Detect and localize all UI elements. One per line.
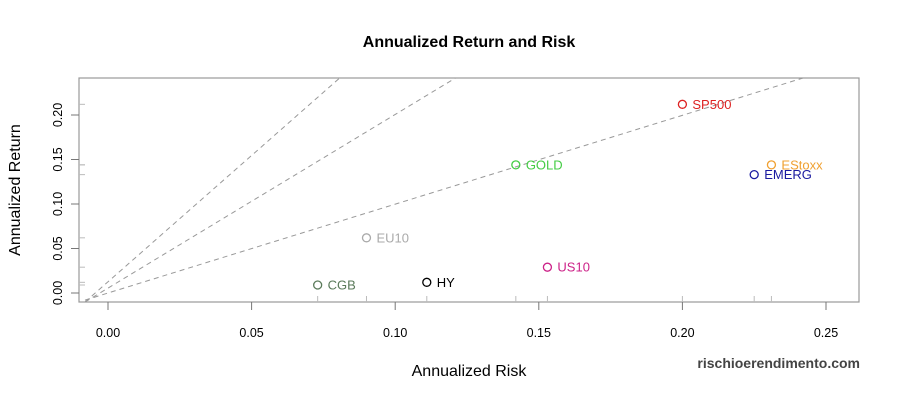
x-tick-label: 0.25 bbox=[814, 326, 838, 340]
y-axis: 0.00 0.05 0.10 0.15 0.20 bbox=[51, 103, 79, 305]
x-tick-label: 0.15 bbox=[527, 326, 551, 340]
reference-line bbox=[84, 77, 341, 303]
x-tick-label: 0.00 bbox=[96, 326, 120, 340]
point-marker bbox=[361, 233, 372, 243]
y-tick-label: 0.00 bbox=[51, 281, 65, 305]
x-tick-label: 0.05 bbox=[239, 326, 263, 340]
point-label: GOLD bbox=[526, 157, 563, 172]
point-marker bbox=[542, 262, 553, 272]
point-label: EU10 bbox=[376, 230, 409, 245]
reference-line bbox=[84, 77, 456, 303]
point-label: EStoxx bbox=[781, 157, 823, 172]
point-marker bbox=[677, 99, 688, 109]
data-point-us10: US10 bbox=[542, 260, 590, 275]
data-point-cgb: CGB bbox=[313, 277, 356, 292]
y-tick-label: 0.10 bbox=[51, 192, 65, 216]
point-marker bbox=[422, 277, 432, 287]
x-axis: 0.00 0.05 0.10 0.15 0.20 0.25 bbox=[96, 302, 838, 340]
data-point-gold: GOLD bbox=[511, 157, 563, 172]
point-label: EMERG bbox=[764, 167, 812, 182]
y-tick-label: 0.05 bbox=[51, 236, 65, 260]
point-marker bbox=[766, 160, 777, 170]
point-marker bbox=[749, 169, 759, 180]
y-tick-label: 0.15 bbox=[51, 147, 65, 171]
point-label: CGB bbox=[328, 277, 356, 292]
point-marker bbox=[511, 160, 521, 170]
y-axis-label: Annualized Return bbox=[7, 124, 24, 256]
data-point-eu10: EU10 bbox=[361, 230, 409, 245]
watermark: rischioerendimento.com bbox=[697, 355, 860, 371]
plot-frame bbox=[78, 77, 860, 303]
x-tick-label: 0.10 bbox=[383, 326, 407, 340]
data-point-emerg: EMERG bbox=[749, 167, 812, 182]
point-label: US10 bbox=[557, 260, 590, 275]
point-marker bbox=[313, 280, 323, 290]
point-label: HY bbox=[437, 275, 455, 290]
data-point-sp500: SP500 bbox=[677, 97, 731, 112]
data-point-estoxx: EStoxx bbox=[766, 157, 823, 172]
rug-marks bbox=[79, 103, 772, 302]
y-tick-label: 0.20 bbox=[51, 103, 65, 127]
chart-title: Annualized Return and Risk bbox=[363, 34, 576, 51]
x-axis-label: Annualized Risk bbox=[412, 363, 528, 380]
x-tick-label: 0.20 bbox=[670, 326, 694, 340]
reference-lines bbox=[84, 77, 804, 303]
data-point-hy: HY bbox=[422, 275, 455, 290]
point-label: SP500 bbox=[692, 97, 731, 112]
